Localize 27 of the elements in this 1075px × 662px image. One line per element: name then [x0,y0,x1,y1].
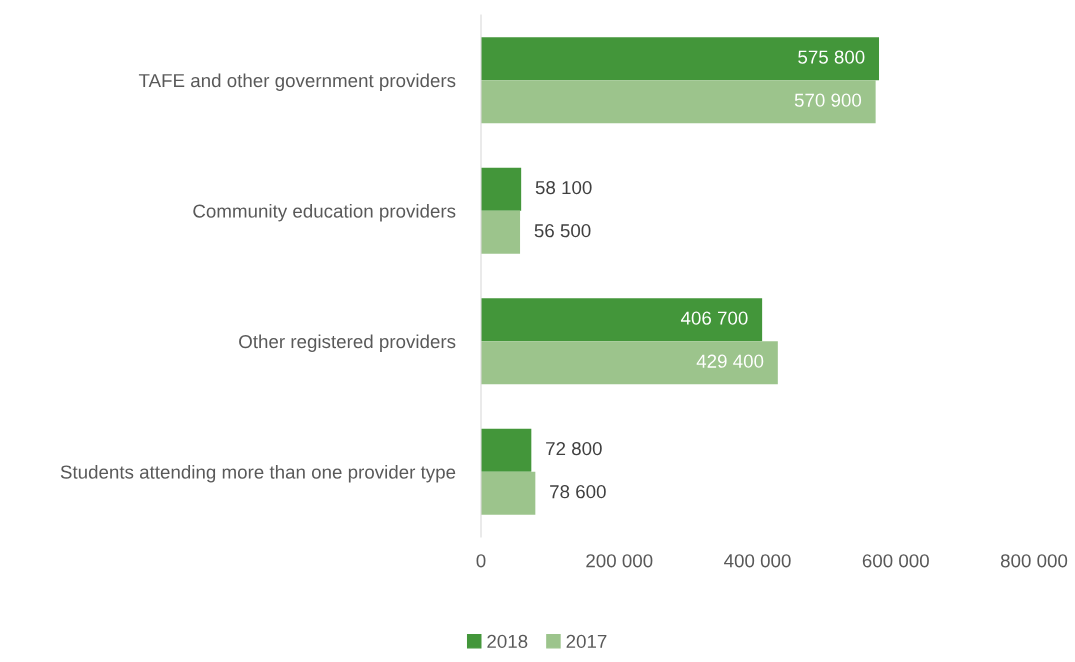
data-label: 429 400 [696,354,764,368]
data-label: 56 500 [534,224,591,238]
bar [481,167,522,211]
bar [481,298,763,342]
data-label: 575 800 [798,50,865,64]
data-label: 406 700 [680,311,748,325]
x-tick-label: 400 000 [724,554,791,568]
bar [481,428,532,472]
bar [481,80,876,124]
data-label: 570 900 [794,93,862,107]
y-tick-label: Community education providers [193,203,456,222]
bar [481,210,521,254]
x-tick-label: 800 000 [1000,554,1068,568]
data-label: 58 100 [535,180,592,195]
bar [481,341,778,385]
bar [481,471,536,515]
bar [481,37,880,81]
y-tick-label: Students attending more than one provider type [60,464,456,483]
data-label: 78 600 [550,485,606,499]
data-label: 72 800 [546,441,602,456]
x-tick-label: 0 [476,554,486,568]
y-tick-label: TAFE and other government providers [138,73,456,91]
legend-label: 2017 [566,634,607,649]
x-tick-label: 200 000 [586,554,653,568]
y-tick-label: Other registered providers [239,334,456,352]
legend-label: 2018 [487,634,528,649]
x-tick-label: 600 000 [862,554,929,568]
